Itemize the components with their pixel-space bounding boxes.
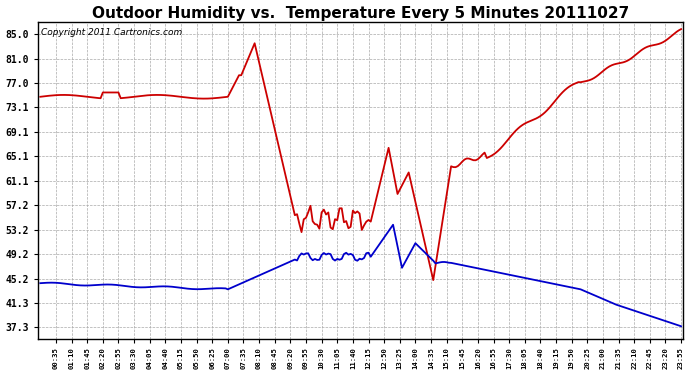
Title: Outdoor Humidity vs.  Temperature Every 5 Minutes 20111027: Outdoor Humidity vs. Temperature Every 5… bbox=[92, 6, 629, 21]
Text: Copyright 2011 Cartronics.com: Copyright 2011 Cartronics.com bbox=[41, 28, 183, 37]
